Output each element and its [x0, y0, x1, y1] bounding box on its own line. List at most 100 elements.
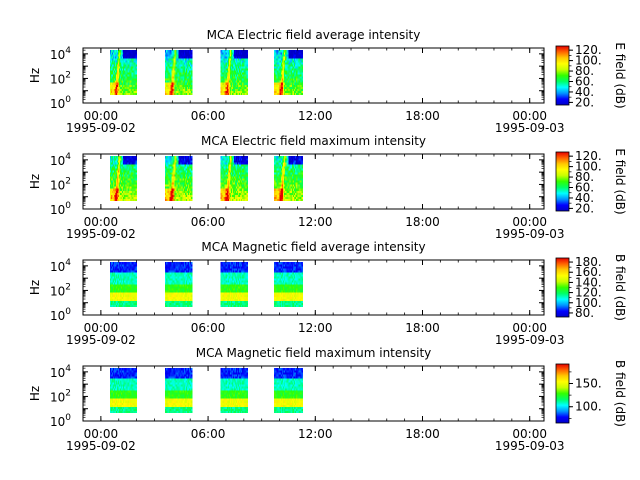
- y-axis-label: Hz: [28, 174, 42, 189]
- x-tick-label: 06:00: [191, 215, 226, 229]
- colorbar-tick-label: 80.: [575, 64, 594, 78]
- colorbar-tick-label: 40.: [575, 85, 594, 99]
- x-tick-label: 12:00: [298, 427, 333, 441]
- colorbar-tick-label: 20.: [575, 95, 594, 109]
- panel-title: MCA Magnetic field maximum intensity: [196, 346, 432, 360]
- colorbar-tick-label: 180.: [575, 255, 602, 269]
- spectrogram-segment: [109, 50, 137, 95]
- spectrogram-segment: [220, 262, 248, 307]
- colorbar-tick-label: 20.: [575, 201, 594, 215]
- x-tick-label: 00:00: [84, 427, 119, 441]
- axes-frame: [82, 365, 545, 422]
- y-tick-label: 104: [50, 258, 71, 274]
- colorbar-label: E field (dB): [613, 42, 627, 108]
- panel-title: MCA Electric field maximum intensity: [201, 134, 426, 148]
- panel-title: MCA Magnetic field average intensity: [201, 240, 425, 254]
- colorbar-label: E field (dB): [613, 148, 627, 214]
- x-date-label: 1995-09-03: [495, 121, 565, 135]
- x-date-label: 1995-09-02: [66, 333, 136, 347]
- colorbar-tick-label: 100.: [575, 160, 602, 174]
- colorbar-label: B field (dB): [613, 254, 627, 321]
- colorbar-tick-label: 40.: [575, 191, 594, 205]
- x-date-label: 1995-09-03: [495, 333, 565, 347]
- y-tick-label: 100: [50, 413, 71, 429]
- x-tick-label: 00:00: [512, 109, 547, 123]
- spectrogram-segment: [274, 156, 304, 201]
- y-tick-label: 102: [50, 282, 71, 298]
- y-tick-label: 104: [50, 364, 71, 380]
- y-tick-label: 100: [50, 201, 71, 217]
- spectrogram-segment: [220, 50, 248, 95]
- x-date-label: 1995-09-03: [495, 227, 565, 241]
- x-tick-label: 12:00: [298, 215, 333, 229]
- spectrogram-segment: [274, 50, 304, 95]
- colorbar-tick-label: 80.: [575, 170, 594, 184]
- x-tick-label: 18:00: [405, 427, 440, 441]
- colorbar-tick-label: 120.: [575, 149, 602, 163]
- y-tick-label: 102: [50, 176, 71, 192]
- spectrogram-segment: [109, 368, 137, 413]
- spectrogram-segment: [109, 156, 137, 201]
- x-tick-label: 18:00: [405, 109, 440, 123]
- colorbar-tick-label: 60.: [575, 75, 594, 89]
- colorbar: [555, 151, 570, 212]
- y-tick-label: 102: [50, 70, 71, 86]
- spectrogram-segment: [165, 50, 193, 95]
- axes-frame: [82, 259, 545, 316]
- panel-4: MCA Magnetic field maximum intensity 00:0…: [28, 346, 627, 453]
- spectrogram-segment: [220, 156, 248, 201]
- x-date-label: 1995-09-03: [495, 439, 565, 453]
- x-date-label: 1995-09-02: [66, 121, 136, 135]
- x-tick-label: 06:00: [191, 109, 226, 123]
- colorbar-tick-label: 150.: [575, 377, 602, 391]
- y-tick-label: 102: [50, 388, 71, 404]
- spectrogram-segment: [109, 262, 137, 307]
- panel-title: MCA Electric field average intensity: [207, 28, 421, 42]
- spectrogram-segment: [165, 368, 193, 413]
- colorbar-tick-label: 100.: [575, 54, 602, 68]
- colorbar: [555, 45, 570, 106]
- y-axis-label: Hz: [28, 386, 42, 401]
- spectrogram-segment: [274, 262, 304, 307]
- x-tick-label: 00:00: [512, 215, 547, 229]
- colorbar-tick-label: 60.: [575, 181, 594, 195]
- x-tick-label: 18:00: [405, 215, 440, 229]
- spectrogram-segment: [165, 156, 193, 201]
- panel-1: MCA Electric field average intensity 00:0…: [28, 28, 627, 135]
- colorbar-label: B field (dB): [613, 360, 627, 427]
- x-tick-label: 12:00: [298, 109, 333, 123]
- y-tick-label: 104: [50, 152, 71, 168]
- x-tick-label: 12:00: [298, 321, 333, 335]
- panel-2: MCA Electric field maximum intensity 00:0…: [28, 134, 627, 241]
- spectrogram-segment: [165, 262, 193, 307]
- panel-3: MCA Magnetic field average intensity 00:0…: [28, 240, 627, 347]
- colorbar-tick-label: 140.: [575, 275, 602, 289]
- colorbar-tick-label: 100.: [575, 296, 602, 310]
- colorbar-tick-label: 120.: [575, 286, 602, 300]
- axes-frame: [82, 47, 545, 104]
- y-tick-label: 100: [50, 95, 71, 111]
- spectrogram-segment: [274, 368, 304, 413]
- y-axis-label: Hz: [28, 280, 42, 295]
- x-date-label: 1995-09-02: [66, 227, 136, 241]
- x-tick-label: 06:00: [191, 321, 226, 335]
- x-tick-label: 18:00: [405, 321, 440, 335]
- colorbar: [555, 257, 570, 318]
- colorbar: [555, 363, 570, 424]
- x-date-label: 1995-09-02: [66, 439, 136, 453]
- x-tick-label: 00:00: [512, 427, 547, 441]
- colorbar-tick-label: 80.: [575, 306, 594, 320]
- y-axis-label: Hz: [28, 68, 42, 83]
- axes-frame: [82, 153, 545, 210]
- x-tick-label: 00:00: [84, 215, 119, 229]
- y-tick-label: 100: [50, 307, 71, 323]
- spectrogram-segment: [220, 368, 248, 413]
- x-tick-label: 00:00: [84, 321, 119, 335]
- x-tick-label: 00:00: [84, 109, 119, 123]
- x-tick-label: 06:00: [191, 427, 226, 441]
- colorbar-tick-label: 100.: [575, 400, 602, 414]
- colorbar-tick-label: 120.: [575, 43, 602, 57]
- colorbar-tick-label: 160.: [575, 265, 602, 279]
- y-tick-label: 104: [50, 46, 71, 62]
